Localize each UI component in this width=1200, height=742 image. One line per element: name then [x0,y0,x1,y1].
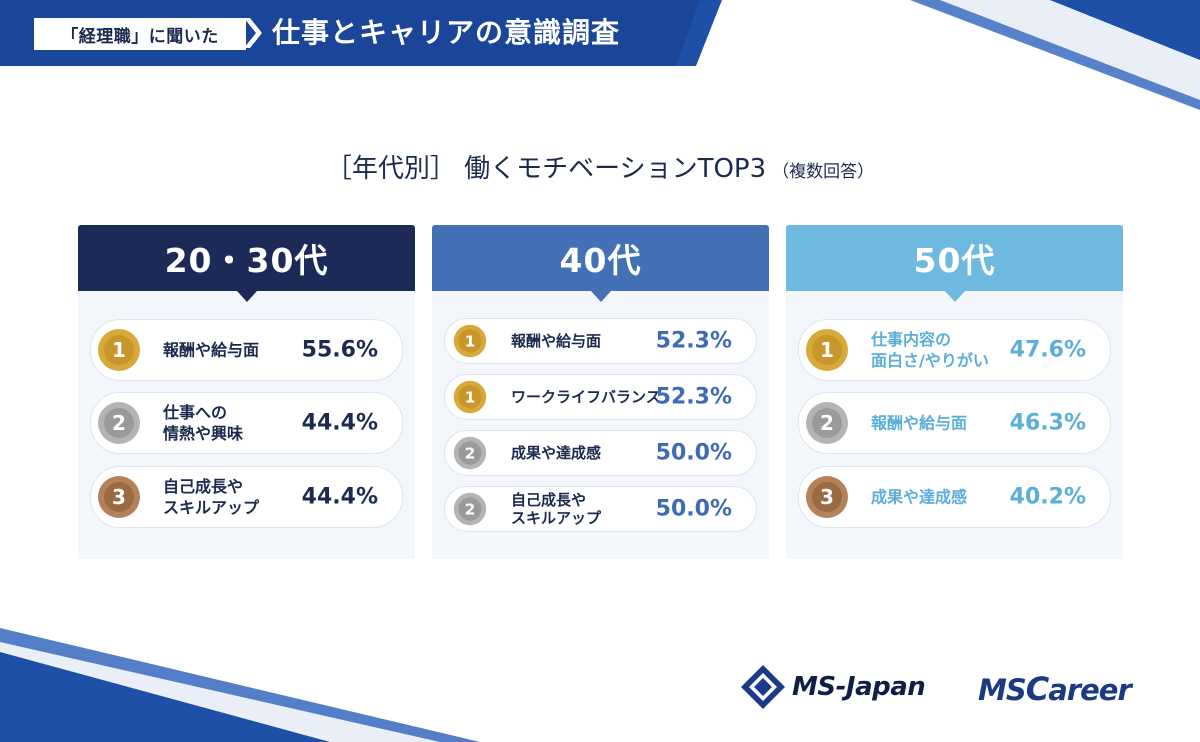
banner-title: 仕事とキャリアの意識調査 [272,16,621,49]
ranking-item: 1 仕事内容の 面白さ/やりがい 47.6% [798,319,1111,381]
ranking-item: 3 成果や達成感 40.2% [798,466,1111,528]
svg-text:1: 1 [465,332,476,350]
svg-text:3: 3 [820,485,834,509]
item-percentage: 44.4% [301,410,378,436]
svg-text:1: 1 [820,338,834,362]
silver-medal-icon: 2 [453,436,487,470]
svg-text:2: 2 [465,444,476,462]
column-header: 50代 [786,225,1123,302]
header-notch [590,291,611,302]
svg-text:3: 3 [112,485,126,509]
column-header-label: 50代 [913,241,996,280]
svg-text:2: 2 [465,500,476,518]
header-notch [236,291,257,302]
banner-tag: 「経理職」に聞いた [34,18,246,50]
ms-japan-diamond-icon [741,665,785,709]
svg-text:2: 2 [820,411,834,435]
item-percentage: 52.3% [655,328,732,354]
page-title-text: ［年代別］ 働くモチベーションTOP3 [325,154,767,184]
item-label: 成果や達成感 [871,487,968,507]
ranking-item: 1 ワークライフバランス 52.3% [444,374,757,420]
ms-career-rest: areer [1048,673,1132,707]
item-percentage: 50.0% [655,496,732,522]
item-percentage: 50.0% [655,440,732,466]
item-label: 報酬や給与面 [511,332,602,350]
gold-medal-icon: 1 [453,324,487,358]
ranking-item: 2 報酬や給与面 46.3% [798,392,1111,454]
ranking-item: 1 報酬や給与面 52.3% [444,318,757,364]
bottom-left-decoration [0,628,480,742]
item-percentage: 52.3% [655,384,732,410]
ranking-item: 2 仕事への 情熱や興味 44.4% [90,392,403,454]
silver-medal-icon: 2 [805,401,849,445]
ms-japan-logo-text: MS-Japan [792,672,926,702]
silver-medal-icon: 2 [453,492,487,526]
item-percentage: 55.6% [301,337,378,363]
item-label: 報酬や給与面 [163,340,260,360]
column-header-label: 40代 [559,241,642,280]
age-column-20-30: 20・30代 1 報酬や給与面 55.6% 2 仕事への 情熱や興味 44.4%… [78,225,415,559]
item-percentage: 40.2% [1009,484,1086,510]
gold-medal-icon: 1 [453,380,487,414]
bronze-medal-icon: 3 [805,475,849,519]
ms-japan-logo: MS-Japan [740,664,926,710]
item-label: 仕事内容の 面白さ/やりがい [871,330,989,370]
item-label: 自己成長や スキルアップ [163,477,260,517]
page-title: ［年代別］ 働くモチベーションTOP3 （複数回答） [0,148,1200,185]
ranking-item: 1 報酬や給与面 55.6% [90,319,403,381]
column-header: 40代 [432,225,769,302]
gold-medal-icon: 1 [97,328,141,372]
column-header: 20・30代 [78,225,415,302]
header-banner: 「経理職」に聞いた 仕事とキャリアの意識調査 [0,0,722,66]
gold-medal-icon: 1 [805,328,849,372]
ms-career-logo: MSCareer [978,670,1132,708]
svg-text:2: 2 [112,411,126,435]
age-column-50: 50代 1 仕事内容の 面白さ/やりがい 47.6% 2 報酬や給与面 46.3… [786,225,1123,559]
item-label: 仕事への 情熱や興味 [163,403,244,443]
page-title-note: （複数回答） [772,162,875,182]
ms-career-c: C [1025,670,1050,708]
age-column-40: 40代 1 報酬や給与面 52.3% 1 ワークライフバランス 52.3% 2 … [432,225,769,559]
svg-text:1: 1 [465,388,476,406]
item-label: 成果や達成感 [511,444,602,462]
item-label: 報酬や給与面 [871,413,968,433]
ms-career-prefix: MS [978,673,1027,707]
silver-medal-icon: 2 [97,401,141,445]
item-percentage: 47.6% [1009,337,1086,363]
item-percentage: 46.3% [1009,410,1086,436]
ranking-item: 2 自己成長や スキルアップ 50.0% [444,486,757,532]
bronze-medal-icon: 3 [97,475,141,519]
column-header-label: 20・30代 [164,241,329,280]
top-right-decoration [910,0,1200,110]
item-percentage: 44.4% [301,484,378,510]
header-notch [944,291,965,302]
item-label: ワークライフバランス [511,388,661,406]
ranking-item: 3 自己成長や スキルアップ 44.4% [90,466,403,528]
svg-text:1: 1 [112,338,126,362]
ranking-item: 2 成果や達成感 50.0% [444,430,757,476]
item-label: 自己成長や スキルアップ [511,491,602,527]
